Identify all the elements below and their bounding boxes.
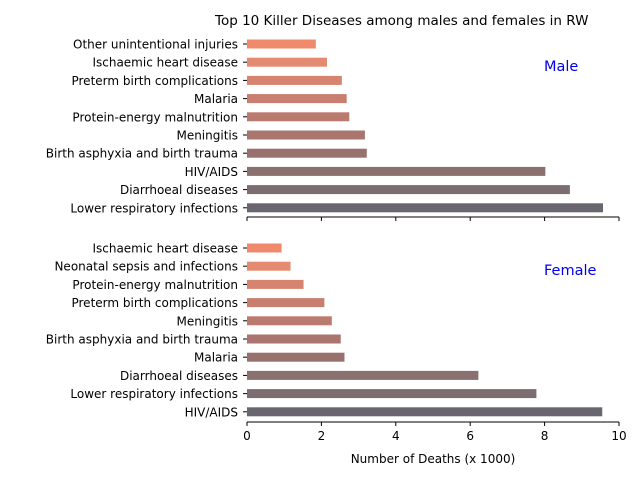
male-bar [247,203,604,213]
female-bar [247,352,345,362]
male-bar [247,166,546,176]
female-category-label: Birth asphyxia and birth trauma [46,333,238,347]
male-category-label: Diarrhoeal diseases [120,183,238,197]
x-axis-label: Number of Deaths (x 1000) [351,452,516,466]
female-bar [247,370,479,380]
female-category-label: Lower respiratory infections [70,387,238,401]
male-bar [247,75,342,85]
male-category-label: Birth asphyxia and birth trauma [46,147,238,161]
female-category-label: Diarrhoeal diseases [120,369,238,383]
male-category-label: Protein-energy malnutrition [72,110,238,124]
male-category-label: Other unintentional injuries [73,38,238,52]
female-category-label: Neonatal sepsis and infections [54,260,238,274]
x-tick-label: 6 [466,429,474,443]
male-bar [247,39,316,49]
female-bar [247,407,603,417]
male-bar [247,94,347,104]
female-category-label: Malaria [194,351,238,365]
female-category-label: Ischaemic heart disease [92,242,238,256]
male-category-label: Malaria [194,92,238,106]
male-category-label: Ischaemic heart disease [92,56,238,70]
female-bar [247,243,282,253]
x-tick-label: 8 [541,429,549,443]
chart-title: Top 10 Killer Diseases among males and f… [214,13,588,29]
female-category-label: Meningitis [176,314,238,328]
male-bar [247,57,327,67]
female-category-label: Protein-energy malnutrition [72,278,238,292]
female-bar [247,261,291,271]
x-tick-label: 2 [318,429,326,443]
male-panel-label: Male [544,59,578,75]
female-category-label: HIV/AIDS [185,405,238,419]
male-bar [247,185,570,195]
male-bar [247,148,367,158]
male-panel: Other unintentional injuries Ischaemic he… [46,38,620,221]
x-tick-label: 4 [392,429,400,443]
male-category-label: HIV/AIDS [185,165,238,179]
female-bar [247,279,304,289]
female-panel-label: Female [544,263,597,279]
female-bar [247,389,537,399]
male-category-label: Preterm birth complications [71,74,238,88]
x-tick-label: 0 [243,429,251,443]
female-panel: Ischaemic heart disease Neonatal sepsis a… [46,242,627,444]
female-category-label: Preterm birth complications [71,296,238,310]
male-bar [247,112,350,122]
x-tick-label: 10 [611,429,626,443]
female-bar [247,316,332,326]
male-category-label: Meningitis [176,129,238,143]
female-bar [247,334,341,344]
male-category-label: Lower respiratory infections [70,201,238,215]
male-bar [247,130,365,140]
female-bar [247,298,325,308]
